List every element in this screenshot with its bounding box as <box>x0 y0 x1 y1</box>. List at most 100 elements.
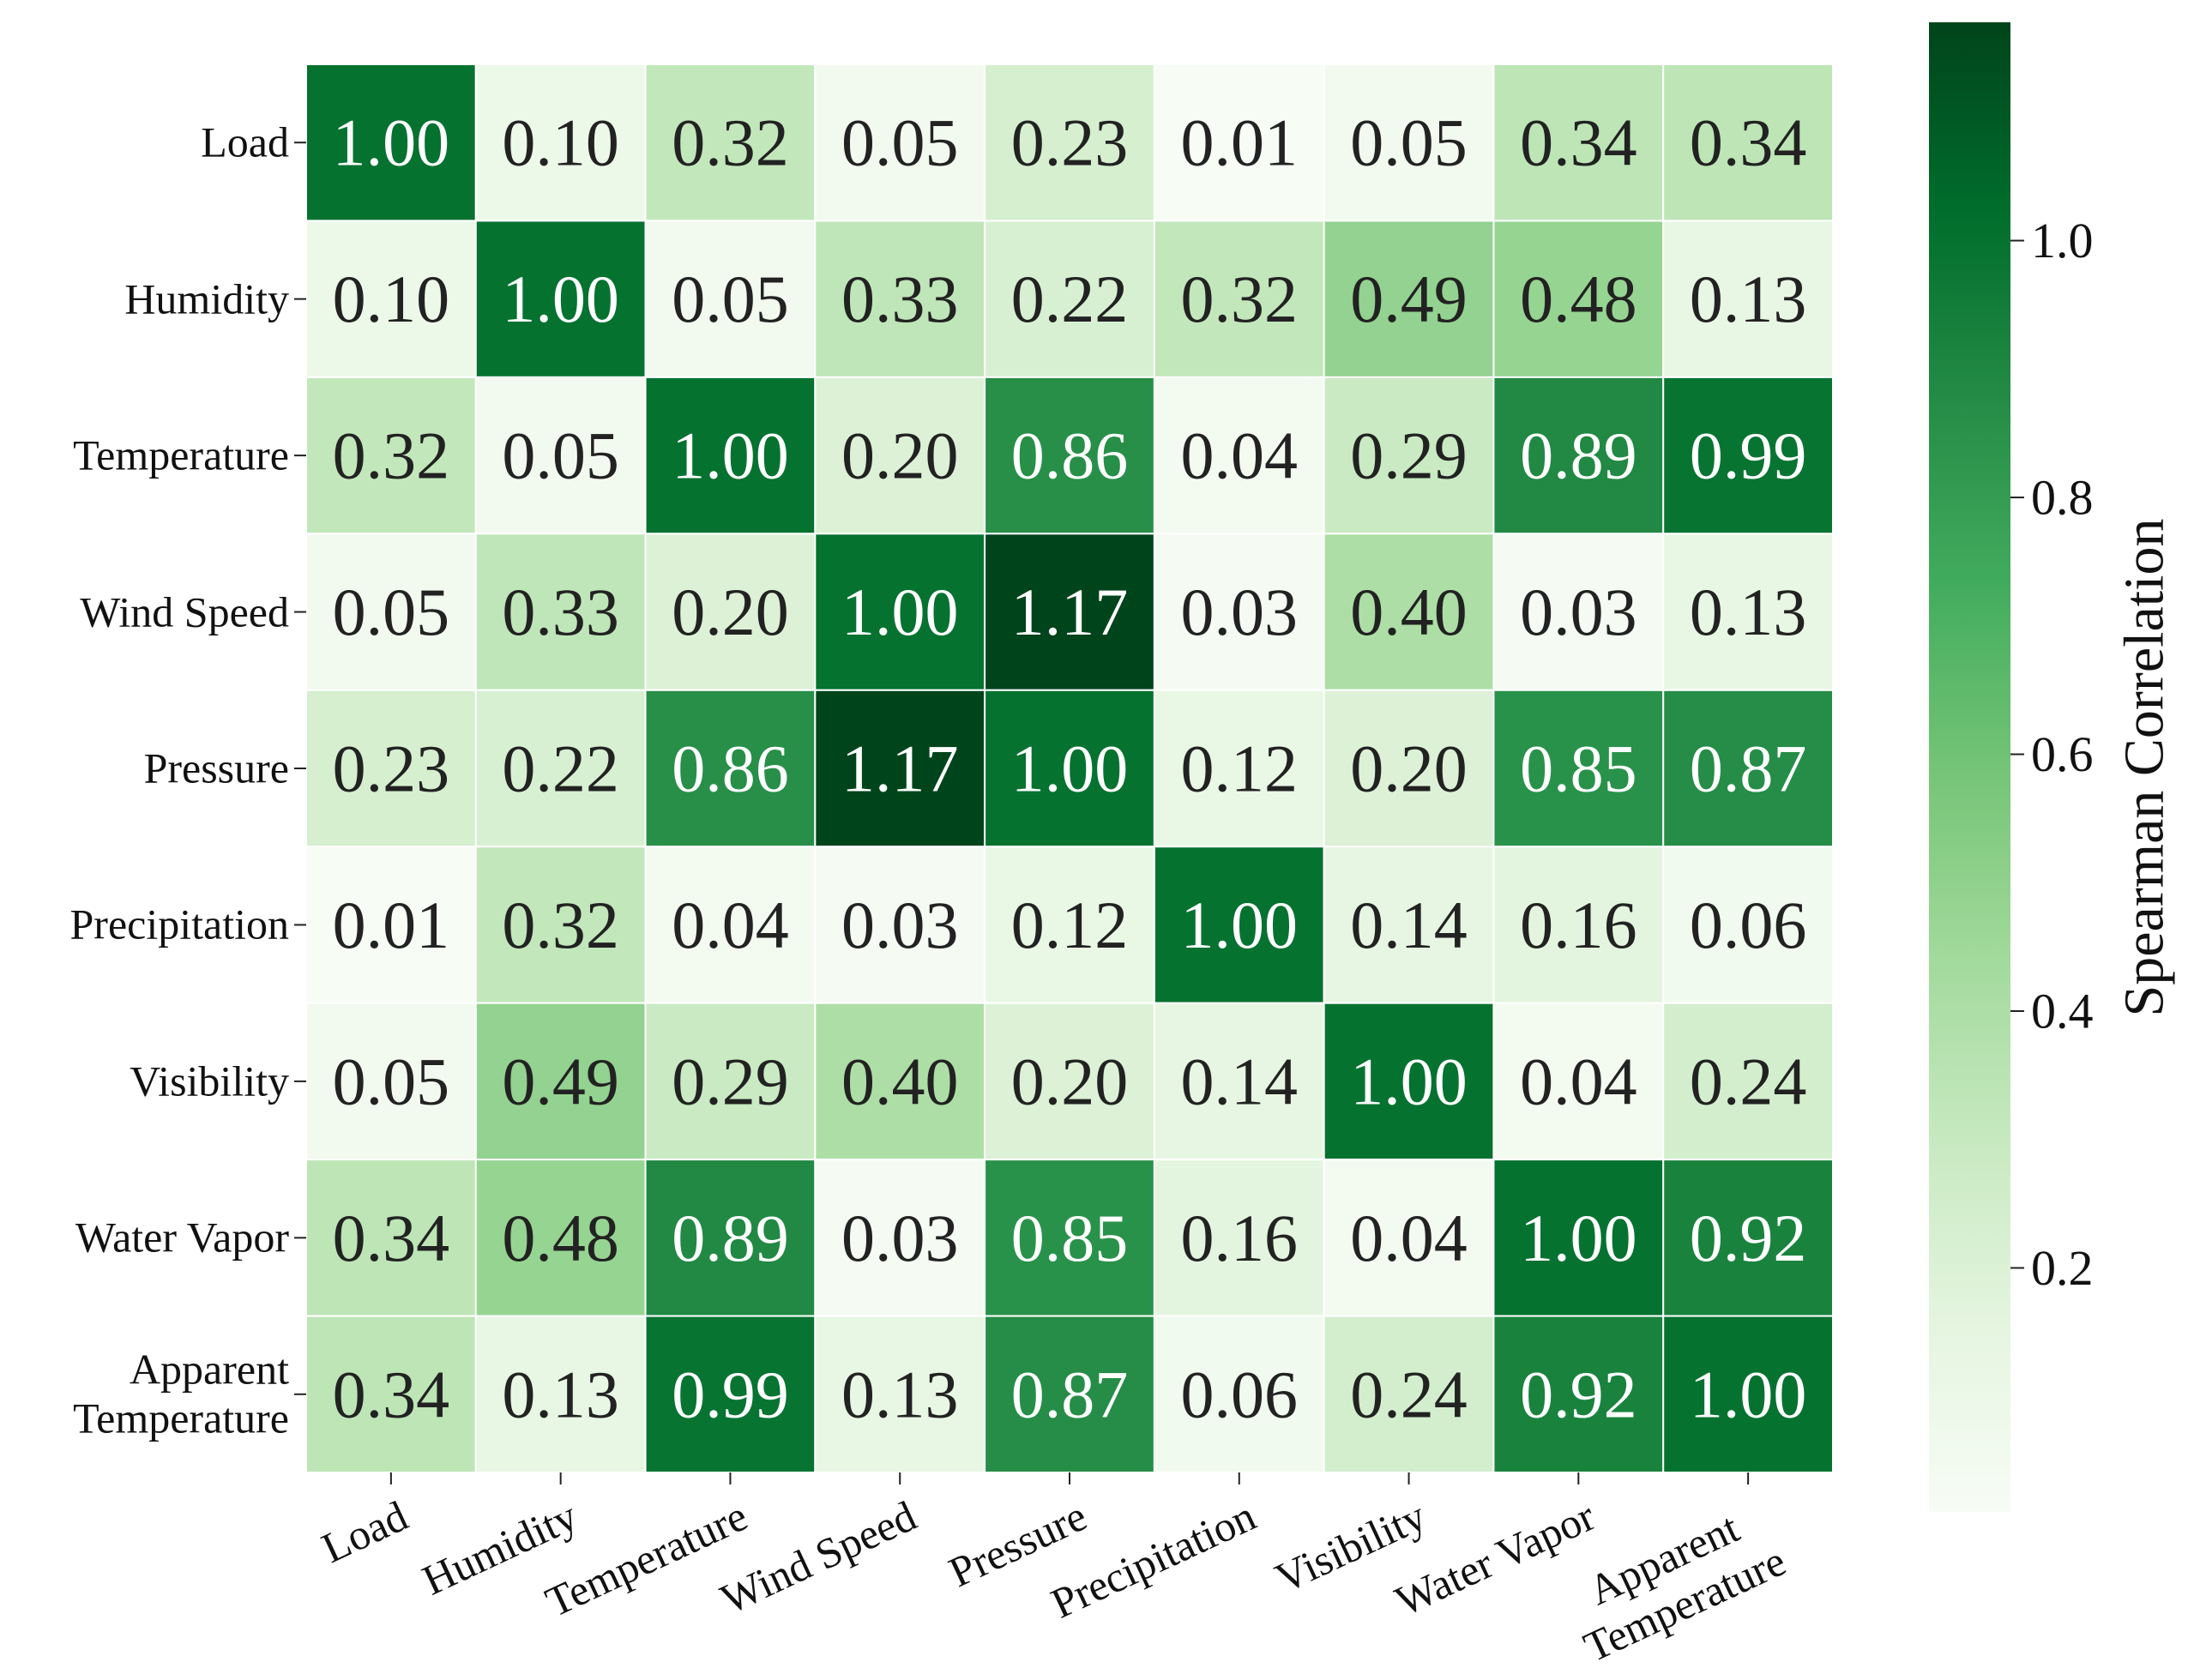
heatmap-cell <box>305 1159 477 1317</box>
y-tick-label: Visibility <box>130 1057 289 1105</box>
heatmap-cell <box>1662 1315 1834 1473</box>
cell-label: 0.01 <box>1181 105 1299 180</box>
cell-label: 0.20 <box>1350 732 1468 806</box>
heatmap-cell <box>984 220 1155 378</box>
heatmap-cell <box>644 220 817 378</box>
heatmap-cell <box>1492 533 1665 691</box>
cell-label: 0.32 <box>502 888 619 962</box>
cell-label: 0.86 <box>1011 418 1129 493</box>
colorbar-tick-label: 0.8 <box>2031 470 2094 526</box>
cell-label: 0.33 <box>841 262 959 336</box>
colorbar-tick-label: 0.2 <box>2031 1240 2094 1296</box>
cell-label: 0.29 <box>1350 418 1468 493</box>
cell-label: 0.05 <box>672 262 789 336</box>
heatmap-cell <box>474 1315 647 1473</box>
cell-label: 1.00 <box>1181 888 1299 962</box>
cell-label: 0.20 <box>672 575 789 649</box>
heatmap-cell <box>1662 1159 1834 1317</box>
cell-label: 1.17 <box>1011 575 1129 649</box>
cell-label: 0.06 <box>1690 888 1807 962</box>
heatmap-cell <box>1153 846 1325 1004</box>
heatmap-cell <box>814 1159 986 1317</box>
heatmap-cell <box>644 376 817 535</box>
cell-label: 0.04 <box>1181 418 1299 493</box>
cell-label: 0.32 <box>1181 262 1299 336</box>
cell-label: 0.20 <box>1011 1044 1129 1118</box>
heatmap-cell <box>1662 689 1834 848</box>
heatmap-cell <box>1153 1159 1325 1317</box>
heatmap-cell <box>305 220 477 378</box>
cell-label: 0.85 <box>1520 732 1637 806</box>
heatmap-cell <box>1323 376 1495 535</box>
colorbar <box>1929 22 2010 1512</box>
cell-label: 0.34 <box>1690 105 1807 180</box>
cell-label: 0.29 <box>672 1044 789 1118</box>
y-tick-label: Pressure <box>143 744 289 792</box>
cell-label: 0.13 <box>502 1357 619 1431</box>
heatmap-cell <box>305 63 477 222</box>
cell-label: 0.23 <box>333 732 450 806</box>
heatmap-cell <box>814 689 986 848</box>
cell-label: 1.00 <box>333 105 450 180</box>
heatmap-cell <box>644 689 817 848</box>
cell-label: 0.48 <box>1520 262 1637 336</box>
heatmap-cell <box>984 846 1155 1004</box>
cell-label: 0.03 <box>841 1201 959 1275</box>
cell-label: 0.04 <box>1520 1044 1637 1118</box>
cell-label: 0.22 <box>1011 262 1129 336</box>
colorbar-label: Spearman Correlation <box>2113 519 2176 1017</box>
cell-label: 0.99 <box>672 1357 789 1431</box>
cell-label: 0.06 <box>1181 1357 1299 1431</box>
heatmap-cell <box>1662 220 1834 378</box>
cell-label: 0.10 <box>333 262 450 336</box>
cell-label: 0.32 <box>333 418 450 493</box>
heatmap-cell <box>814 220 986 378</box>
cell-label: 0.49 <box>1350 262 1468 336</box>
cell-label: 0.40 <box>1350 575 1468 649</box>
heatmap-cell <box>474 689 647 848</box>
cell-label: 0.12 <box>1011 888 1129 962</box>
y-tick-label: Load <box>201 117 289 166</box>
y-tick-label: Wind Speed <box>80 587 289 635</box>
cell-label: 0.99 <box>1690 418 1807 493</box>
cell-label: 0.01 <box>333 888 450 962</box>
cell-label: 1.00 <box>1690 1357 1807 1431</box>
cell-label: 0.10 <box>502 105 619 180</box>
cell-label: 1.00 <box>1350 1044 1468 1118</box>
heatmap-cell <box>305 1002 477 1161</box>
cell-label: 0.34 <box>333 1357 450 1431</box>
heatmap-cell <box>814 1315 986 1473</box>
cell-label: 1.00 <box>502 262 619 336</box>
cell-label: 1.00 <box>841 575 959 649</box>
heatmap-cell <box>474 63 647 222</box>
cell-label: 0.48 <box>502 1201 619 1275</box>
heatmap-cell <box>644 63 817 222</box>
cell-label: 0.03 <box>1520 575 1637 649</box>
heatmap-cell <box>1153 1315 1325 1473</box>
cell-label: 0.87 <box>1011 1357 1129 1431</box>
heatmap-cell <box>814 376 986 535</box>
heatmap-cell <box>1492 63 1665 222</box>
cell-label: 0.13 <box>841 1357 959 1431</box>
colorbar-tick-label: 1.0 <box>2031 213 2094 268</box>
cell-label: 0.20 <box>841 418 959 493</box>
heatmap-cell <box>984 1002 1155 1161</box>
y-tick-label: Temperature <box>73 431 289 479</box>
heatmap-cell <box>814 846 986 1004</box>
heatmap-cell <box>1153 63 1325 222</box>
heatmap-cell <box>305 533 477 691</box>
cell-label: 0.33 <box>502 575 619 649</box>
y-tick-label: Precipitation <box>69 900 290 948</box>
cell-label: 0.14 <box>1181 1044 1299 1118</box>
heatmap-cell <box>814 533 986 691</box>
heatmap-cell <box>984 63 1155 222</box>
cell-label: 1.00 <box>1011 732 1129 806</box>
heatmap-cell <box>644 846 817 1004</box>
cell-label: 0.13 <box>1690 262 1807 336</box>
cell-label: 0.89 <box>1520 418 1637 493</box>
cell-label: 0.04 <box>1350 1201 1468 1275</box>
heatmap-cell <box>644 1159 817 1317</box>
cell-label: 0.92 <box>1520 1357 1637 1431</box>
